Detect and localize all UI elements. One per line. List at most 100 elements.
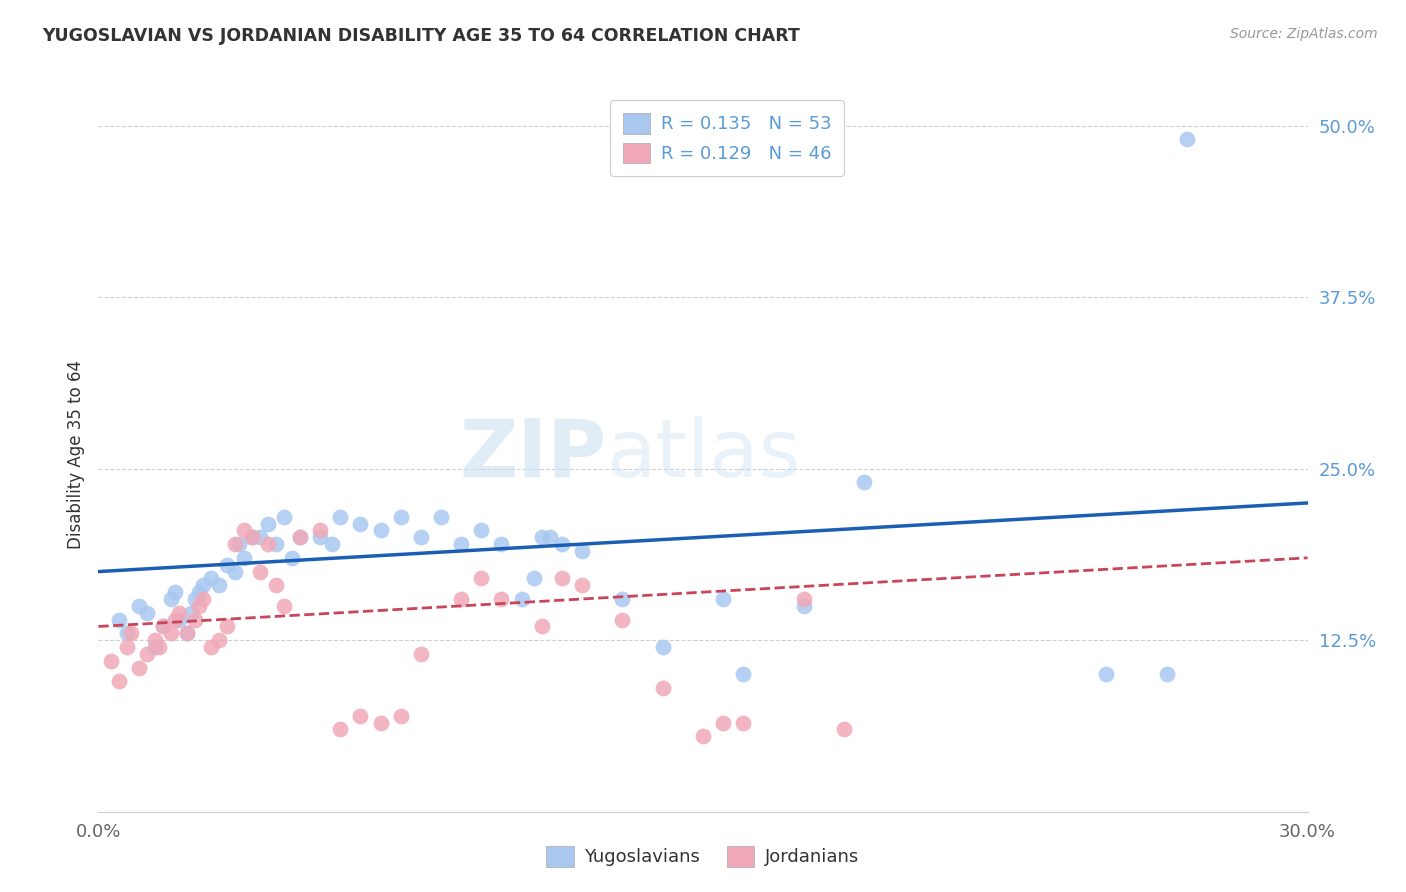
- Point: [249, 565, 271, 579]
- Point: [107, 674, 129, 689]
- Point: [651, 640, 673, 654]
- Point: [491, 537, 513, 551]
- Point: [389, 509, 412, 524]
- Point: [176, 626, 198, 640]
- Point: [152, 619, 174, 633]
- Point: [188, 599, 211, 613]
- Point: [450, 592, 472, 607]
- Point: [523, 571, 546, 585]
- Point: [167, 613, 190, 627]
- Point: [135, 606, 157, 620]
- Text: Source: ZipAtlas.com: Source: ZipAtlas.com: [1230, 27, 1378, 41]
- Point: [143, 640, 166, 654]
- Point: [193, 592, 215, 607]
- Point: [107, 613, 129, 627]
- Point: [200, 571, 222, 585]
- Point: [329, 509, 352, 524]
- Point: [256, 516, 278, 531]
- Point: [1175, 132, 1198, 146]
- Point: [160, 592, 183, 607]
- Point: [128, 599, 150, 613]
- Point: [264, 537, 287, 551]
- Point: [389, 708, 412, 723]
- Point: [409, 647, 432, 661]
- Point: [329, 723, 352, 737]
- Point: [551, 571, 574, 585]
- Point: [692, 729, 714, 743]
- Point: [1156, 667, 1178, 681]
- Point: [551, 537, 574, 551]
- Point: [571, 544, 593, 558]
- Point: [321, 537, 343, 551]
- Point: [115, 626, 138, 640]
- Point: [232, 550, 254, 565]
- Point: [711, 715, 734, 730]
- Point: [853, 475, 876, 490]
- Point: [733, 667, 755, 681]
- Point: [281, 550, 304, 565]
- Point: [224, 565, 246, 579]
- Point: [450, 537, 472, 551]
- Point: [135, 647, 157, 661]
- Text: YUGOSLAVIAN VS JORDANIAN DISABILITY AGE 35 TO 64 CORRELATION CHART: YUGOSLAVIAN VS JORDANIAN DISABILITY AGE …: [42, 27, 800, 45]
- Point: [349, 516, 371, 531]
- Point: [273, 599, 295, 613]
- Point: [309, 530, 332, 544]
- Point: [224, 537, 246, 551]
- Point: [208, 633, 231, 648]
- Point: [612, 613, 634, 627]
- Point: [240, 530, 263, 544]
- Point: [249, 530, 271, 544]
- Point: [733, 715, 755, 730]
- Point: [128, 660, 150, 674]
- Point: [100, 654, 122, 668]
- Point: [208, 578, 231, 592]
- Point: [510, 592, 533, 607]
- Point: [115, 640, 138, 654]
- Text: ZIP: ZIP: [458, 416, 606, 494]
- Point: [530, 530, 553, 544]
- Point: [273, 509, 295, 524]
- Point: [264, 578, 287, 592]
- Point: [176, 626, 198, 640]
- Point: [200, 640, 222, 654]
- Point: [349, 708, 371, 723]
- Point: [180, 606, 202, 620]
- Point: [409, 530, 432, 544]
- Point: [228, 537, 250, 551]
- Point: [530, 619, 553, 633]
- Point: [538, 530, 561, 544]
- Point: [167, 606, 190, 620]
- Point: [232, 524, 254, 538]
- Point: [370, 715, 392, 730]
- Point: [163, 613, 186, 627]
- Point: [309, 524, 332, 538]
- Point: [217, 619, 239, 633]
- Point: [143, 633, 166, 648]
- Point: [571, 578, 593, 592]
- Point: [288, 530, 311, 544]
- Point: [1095, 667, 1118, 681]
- Point: [184, 613, 207, 627]
- Point: [832, 723, 855, 737]
- Point: [240, 530, 263, 544]
- Point: [430, 509, 453, 524]
- Y-axis label: Disability Age 35 to 64: Disability Age 35 to 64: [66, 360, 84, 549]
- Point: [470, 571, 492, 585]
- Point: [160, 626, 183, 640]
- Point: [491, 592, 513, 607]
- Point: [370, 524, 392, 538]
- Point: [470, 524, 492, 538]
- Point: [152, 619, 174, 633]
- Point: [148, 640, 170, 654]
- Point: [288, 530, 311, 544]
- Point: [120, 626, 142, 640]
- Legend: Yugoslavians, Jordanians: Yugoslavians, Jordanians: [540, 838, 866, 874]
- Point: [188, 585, 211, 599]
- Point: [217, 558, 239, 572]
- Text: atlas: atlas: [606, 416, 800, 494]
- Point: [184, 592, 207, 607]
- Point: [793, 592, 815, 607]
- Point: [711, 592, 734, 607]
- Point: [651, 681, 673, 696]
